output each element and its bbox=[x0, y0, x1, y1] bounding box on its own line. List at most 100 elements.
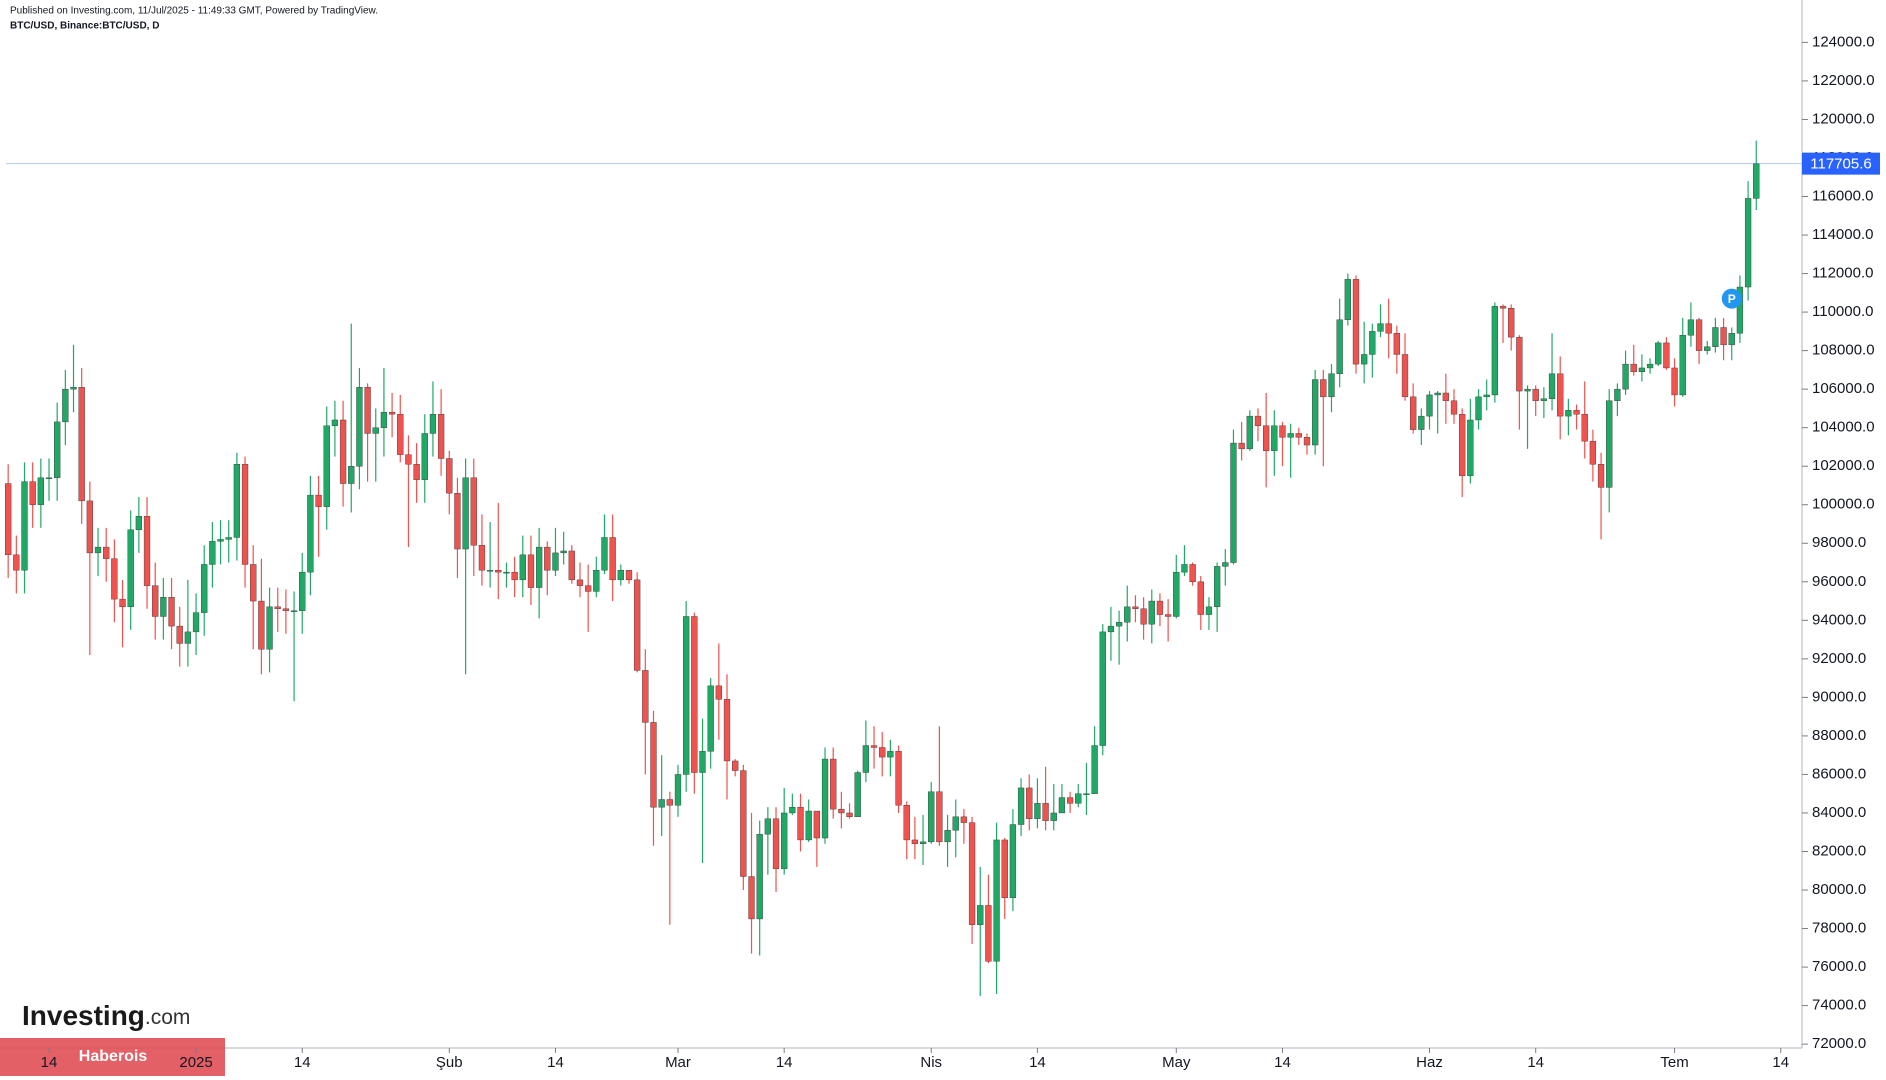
candle-body bbox=[78, 387, 85, 502]
candle-body bbox=[1565, 410, 1572, 417]
candle-body bbox=[1075, 793, 1082, 804]
y-tick-label: 98000.0 bbox=[1812, 534, 1866, 551]
candle-body bbox=[1728, 333, 1735, 346]
candle-body bbox=[1001, 839, 1008, 898]
y-tick-label: 84000.0 bbox=[1812, 804, 1866, 821]
candle-body bbox=[160, 597, 167, 617]
candle-body bbox=[1508, 308, 1515, 338]
y-tick-label: 82000.0 bbox=[1812, 842, 1866, 859]
candle-body bbox=[1401, 354, 1409, 398]
candle-body bbox=[1573, 410, 1580, 415]
candle-body bbox=[1459, 413, 1466, 477]
candle-body bbox=[152, 585, 159, 617]
y-tick-label: 114000.0 bbox=[1812, 226, 1873, 243]
candle-body bbox=[1385, 323, 1392, 334]
y-tick-label: 122000.0 bbox=[1812, 72, 1875, 89]
candle-body bbox=[437, 413, 445, 459]
candle-body bbox=[1614, 388, 1621, 401]
candle-body bbox=[895, 751, 902, 806]
candle-body bbox=[862, 745, 870, 773]
candle-body bbox=[1687, 319, 1695, 336]
candle-body bbox=[1410, 396, 1417, 430]
candle-body bbox=[339, 419, 347, 484]
x-tick-label: 14 bbox=[1527, 1054, 1544, 1071]
candle-body bbox=[944, 830, 951, 843]
y-tick-label: 106000.0 bbox=[1812, 380, 1875, 397]
published-note: Published on Investing.com, 11/Jul/2025 … bbox=[10, 6, 378, 17]
y-tick-label: 76000.0 bbox=[1812, 958, 1866, 975]
candle-body bbox=[1377, 323, 1384, 332]
candle-body bbox=[348, 466, 355, 484]
candle-body bbox=[642, 670, 649, 723]
candle-body bbox=[380, 412, 388, 428]
candle-body bbox=[356, 387, 363, 467]
candle-body bbox=[1540, 398, 1548, 401]
candle-body bbox=[1271, 425, 1278, 451]
x-tick-label: Mar bbox=[665, 1054, 691, 1071]
candle-body bbox=[666, 799, 673, 806]
x-tick-label: May bbox=[1162, 1054, 1191, 1071]
badge-circle bbox=[1721, 288, 1742, 309]
y-tick-label: 112000.0 bbox=[1812, 265, 1873, 282]
candle-body bbox=[184, 631, 192, 644]
candle-body bbox=[111, 558, 118, 600]
candle-body bbox=[45, 477, 53, 479]
y-tick-label: 100000.0 bbox=[1812, 496, 1875, 513]
candle-body bbox=[1295, 433, 1302, 438]
candle-body bbox=[527, 554, 535, 588]
y-tick-label: 72000.0 bbox=[1812, 1035, 1866, 1052]
candle-body bbox=[544, 546, 551, 571]
candle-body bbox=[405, 454, 412, 465]
y-tick-label: 90000.0 bbox=[1812, 688, 1866, 705]
candle-body bbox=[1663, 342, 1670, 369]
candle-body bbox=[1704, 346, 1711, 351]
candle-body bbox=[691, 616, 698, 773]
candle-body bbox=[617, 570, 624, 581]
price-tag-label: 117705.6 bbox=[1810, 156, 1871, 173]
candle-body bbox=[299, 571, 306, 611]
candle-body bbox=[1646, 363, 1654, 369]
candle-body bbox=[1140, 608, 1147, 625]
y-tick-label: 78000.0 bbox=[1812, 920, 1866, 937]
candle-body bbox=[1107, 625, 1115, 633]
candle-body bbox=[936, 791, 943, 843]
candle-body bbox=[119, 598, 126, 608]
candle-body bbox=[870, 745, 878, 748]
candle-body bbox=[650, 722, 657, 808]
candle-body bbox=[503, 571, 510, 574]
candle-body bbox=[1679, 335, 1686, 396]
candle-body bbox=[1589, 440, 1597, 465]
x-tick-label: Tem bbox=[1660, 1054, 1688, 1071]
y-tick-label: 102000.0 bbox=[1812, 457, 1875, 474]
candle-body bbox=[103, 546, 110, 559]
y-tick-label: 120000.0 bbox=[1812, 110, 1875, 127]
candle-body bbox=[854, 772, 861, 818]
candle-body bbox=[1213, 566, 1221, 608]
candle-body bbox=[952, 816, 959, 831]
candle-body bbox=[176, 625, 183, 644]
candle-body bbox=[1426, 394, 1433, 417]
candle-body bbox=[519, 554, 526, 581]
candle-body bbox=[135, 516, 143, 530]
candle-body bbox=[1115, 622, 1123, 627]
candle-body bbox=[732, 760, 739, 771]
candle-body bbox=[797, 806, 804, 841]
candle-body bbox=[1499, 306, 1507, 309]
candle-body bbox=[1638, 367, 1646, 373]
candle-body bbox=[830, 758, 837, 810]
y-tick-label: 80000.0 bbox=[1812, 881, 1866, 898]
candle-body bbox=[1009, 824, 1017, 898]
candle-body bbox=[1581, 413, 1588, 442]
candle-body bbox=[1744, 198, 1752, 288]
candle-body bbox=[658, 799, 665, 808]
symbol-label: BTC/USD, Binance:BTC/USD, D bbox=[10, 21, 159, 32]
logo: Investing.com bbox=[22, 1000, 190, 1031]
candle-body bbox=[707, 685, 714, 752]
candle-body bbox=[1132, 606, 1139, 609]
candle-body bbox=[1720, 327, 1727, 346]
candle-body bbox=[54, 421, 61, 478]
candle-body bbox=[168, 597, 175, 627]
candle-body bbox=[86, 500, 93, 554]
candle-body bbox=[1238, 442, 1245, 450]
